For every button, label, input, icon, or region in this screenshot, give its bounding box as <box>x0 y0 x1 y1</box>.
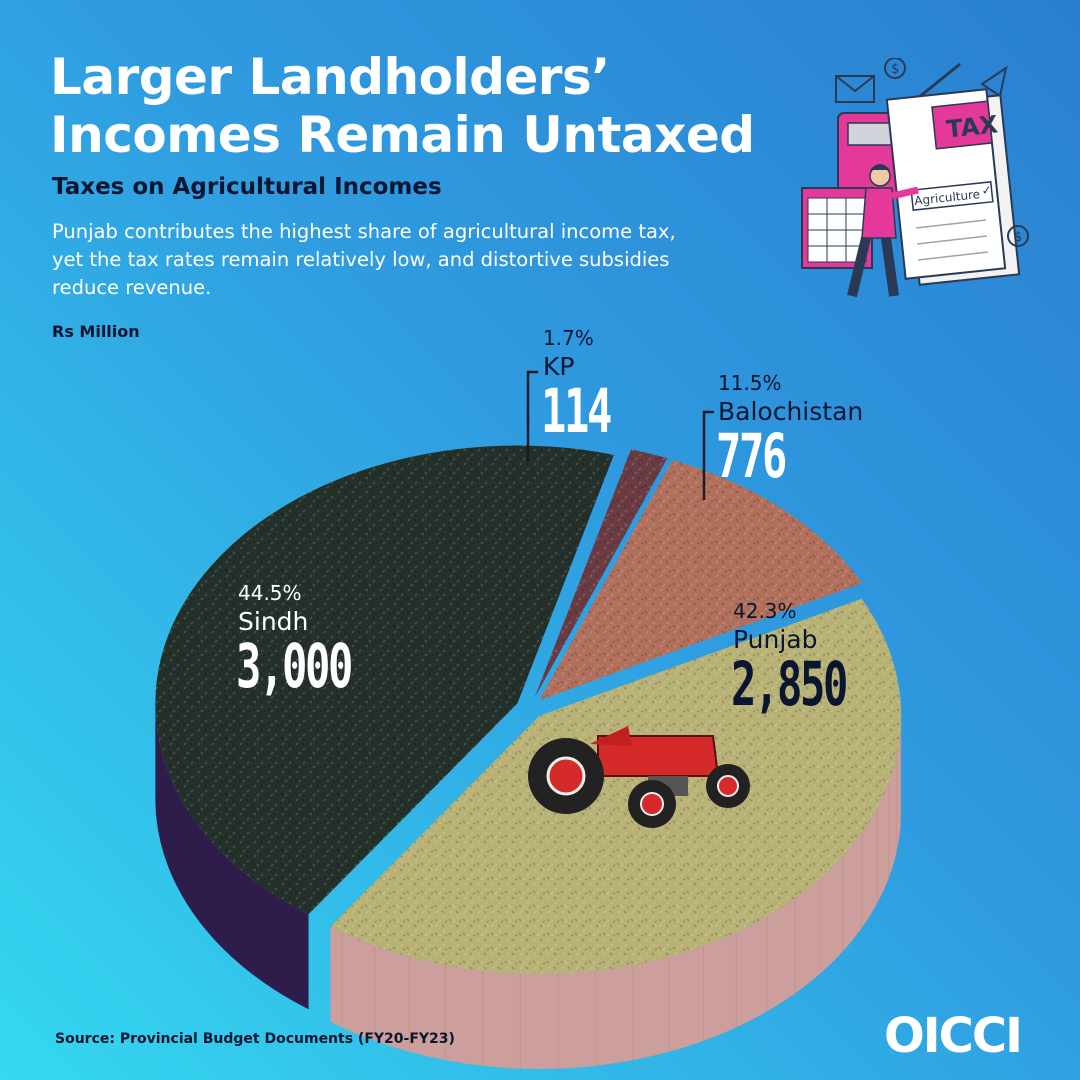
tax-label: TAX <box>945 110 1000 143</box>
value-label-sindh: 3,000 <box>236 632 352 702</box>
percent-label-punjab: 42.3% <box>733 599 797 623</box>
dollar-coin-icon: $ <box>1007 225 1029 247</box>
slice-side-punjab <box>330 715 902 1069</box>
tax-form-icon: TAX Agriculture ✓ <box>885 88 1021 286</box>
oicci-logo: OICCI <box>884 1008 1023 1064</box>
envelope-icon <box>835 75 875 103</box>
value-label-kp: 114 <box>541 377 611 447</box>
pie-slice-kp <box>534 449 668 699</box>
chart-subtitle: Taxes on Agricultural Incomes <box>52 174 442 200</box>
leader-line-kp <box>526 370 538 462</box>
slice-name-kp: KP <box>543 352 574 381</box>
value-label-balochistan: 776 <box>716 422 785 492</box>
svg-text:$: $ <box>891 62 899 77</box>
paper-plane-icon <box>980 65 1008 98</box>
percent-label-kp: 1.7% <box>543 326 594 350</box>
source-note: Source: Provincial Budget Documents (FY2… <box>55 1031 455 1047</box>
slice-name-sindh: Sindh <box>238 607 308 636</box>
page-title: Larger Landholders’ Incomes Remain Untax… <box>50 48 755 164</box>
person-figure <box>847 164 919 298</box>
title-line-1: Larger Landholders’ <box>50 48 610 106</box>
slice-side-sindh <box>155 703 309 1010</box>
slice-name-punjab: Punjab <box>733 625 817 654</box>
percent-label-sindh: 44.5% <box>238 581 302 605</box>
pie-slice-balochistan <box>539 460 862 701</box>
check-mark: ✓ <box>981 183 992 198</box>
pencil-icon <box>917 62 961 100</box>
title-line-2: Incomes Remain Untaxed <box>50 106 755 164</box>
leader-line-balochistan <box>702 410 714 500</box>
tax-illustration: $ TAX Agriculture ✓ $ <box>801 58 1029 298</box>
value-label-punjab: 2,850 <box>731 650 847 720</box>
dollar-coin-icon: $ <box>884 58 906 79</box>
tractor-icon <box>528 726 750 828</box>
pie-slice-punjab <box>330 598 902 974</box>
slice-name-balochistan: Balochistan <box>718 397 863 426</box>
agriculture-label: Agriculture <box>914 187 981 208</box>
percent-label-balochistan: 11.5% <box>718 371 782 395</box>
pie-slice-sindh <box>155 445 614 915</box>
unit-label: Rs Million <box>52 322 140 341</box>
svg-text:$: $ <box>1014 230 1022 245</box>
chart-description: Punjab contributes the highest share of … <box>52 220 676 299</box>
